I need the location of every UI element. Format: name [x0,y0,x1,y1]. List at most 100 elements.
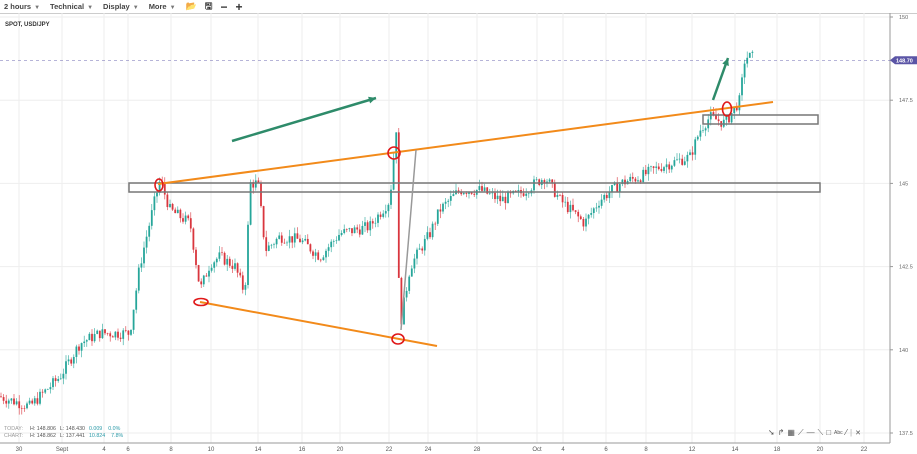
x-tick-label: 30 [16,447,23,453]
candle-body [247,224,249,285]
zoom-in-icon[interactable]: + [235,0,243,14]
candle-body [735,106,738,111]
candle-body [637,180,639,182]
x-tick-label: 8 [169,447,173,453]
candle-body [392,158,395,190]
candle-body [634,178,637,182]
candle-body [748,52,751,58]
candle-body [132,309,135,330]
candle-body [647,166,650,175]
folder-open-icon[interactable]: 📂 [185,1,197,11]
close-icon[interactable]: ✕ [855,430,861,437]
candle-body [273,244,275,245]
candle-body [468,191,470,194]
candle-body [715,114,717,120]
candle-body [0,396,2,398]
zoom-out-icon[interactable]: − [220,0,228,14]
candle-body [7,400,10,404]
y-tick-label: 142.5 [899,265,913,271]
candle-body [10,398,13,401]
candle-body [361,225,364,235]
interval-menu[interactable]: 2 hours ▼ [4,2,40,11]
today-low: L: 148.430 [59,426,85,432]
candle-body [501,196,504,202]
candle-body [5,400,8,404]
candle-body [143,247,145,264]
candle-body [356,227,359,230]
rectangle-icon[interactable]: □ [826,428,832,437]
candle-body [299,238,301,243]
curve-icon[interactable]: ↱ [777,428,785,437]
candle-body [582,218,585,227]
candle-body [20,408,23,409]
candle-body [709,112,712,120]
candle-body [215,258,218,263]
candle-body [262,206,265,238]
candle-body [572,204,574,211]
horizontal-line-icon[interactable]: — [806,428,815,437]
candle-body [293,233,296,243]
candle-body [252,182,255,188]
text-icon[interactable]: Abc [834,430,843,436]
candle-body [96,330,99,334]
y-tick-label: 137.5 [899,431,913,437]
candle-body [111,336,114,338]
candle-body [39,391,41,404]
candle-body [429,232,431,238]
candle-body [59,378,62,380]
technical-menu[interactable]: Technical ▼ [50,2,93,11]
grid-icon[interactable]: ▦ [787,428,795,437]
candle-body [122,330,125,339]
candle-body [379,214,382,217]
ray-icon[interactable]: ⟍ [817,428,824,437]
x-tick-label: 4 [102,447,106,453]
candle-body [702,130,704,131]
candle-body [652,166,655,168]
candle-body [244,284,247,290]
candle-body [338,234,340,241]
trend-arrow-icon [368,96,376,104]
x-tick-label: Sept [56,447,69,453]
candle-body [374,222,377,224]
candle-body [743,63,746,78]
more-menu[interactable]: More ▼ [149,2,176,11]
candle-body [436,209,439,224]
candle-body [741,77,743,96]
candle-body [390,189,392,205]
chart-high: H: 148.862 [30,433,56,439]
candle-body [522,193,525,196]
candle-body [239,272,242,276]
candle-body [109,333,112,337]
trend-arrow-shaft [711,57,730,101]
candle-body [322,257,325,261]
candle-body [309,244,312,252]
candle-body [629,176,632,182]
pointer-icon[interactable]: ➘ [768,428,775,437]
x-tick-label: 4 [561,447,565,453]
candle-body [296,233,299,239]
more-label: More [148,2,167,11]
candle-body [184,215,187,222]
line-icon[interactable]: ⁄ [845,428,847,437]
candle-body [644,169,647,175]
candle-body [127,330,130,335]
candle-body [304,238,307,241]
x-tick-label: 24 [425,447,432,453]
candle-body [569,204,572,213]
candle-body [655,166,658,168]
lower-trendline [199,301,438,347]
candle-body [104,329,106,334]
candle-body [605,194,608,199]
candle-body [426,232,429,239]
fib-icon[interactable]: ⟋ [797,428,804,437]
x-tick-label: Oct [532,447,542,453]
candle-body [314,252,317,256]
candle-body [260,182,262,207]
save-icon[interactable]: 🖫 [204,0,213,11]
candle-body [416,249,418,259]
candle-body [283,242,286,244]
display-menu[interactable]: Display ▼ [103,2,139,11]
candle-body [85,340,88,342]
candle-body [499,195,502,202]
